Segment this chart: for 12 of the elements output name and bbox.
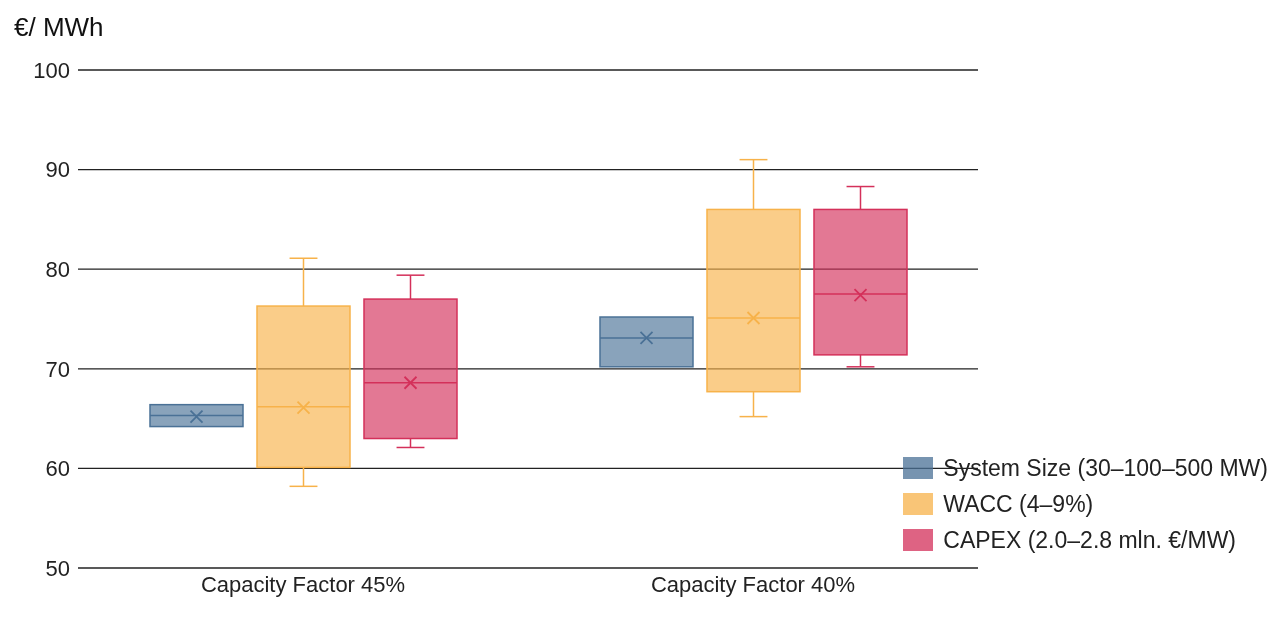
y-tick-label: 60 xyxy=(45,456,70,482)
x-tick-label: Capacity Factor 45% xyxy=(200,571,406,597)
x-tick-label: Capacity Factor 40% xyxy=(650,571,856,597)
y-tick-label: 70 xyxy=(45,356,70,382)
legend-label: WACC (4–9%) xyxy=(943,490,1094,519)
legend-label: CAPEX (2.0–2.8 mln. €/MW) xyxy=(943,526,1236,555)
y-tick-label: 50 xyxy=(45,555,70,581)
y-axis-title: €/ MWh xyxy=(14,12,104,43)
legend-label: System Size (30–100–500 MW) xyxy=(943,454,1268,483)
y-tick-label: 80 xyxy=(45,257,70,283)
y-tick-label: 100 xyxy=(33,57,70,83)
y-tick-label: 90 xyxy=(45,157,70,183)
